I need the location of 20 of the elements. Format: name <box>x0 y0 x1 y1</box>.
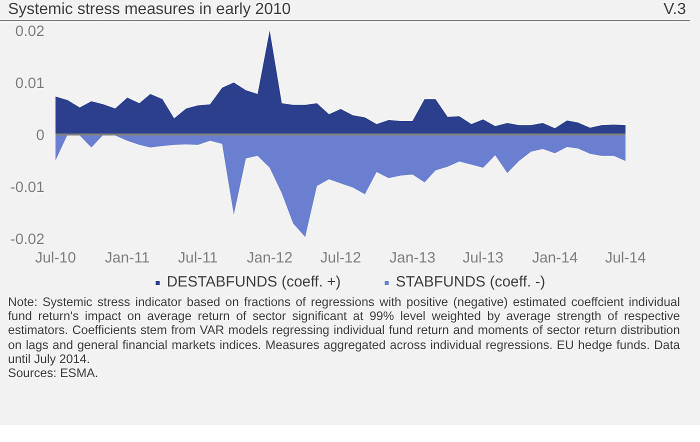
legend-label: DESTABFUNDS (coeff. +) <box>166 274 341 290</box>
y-tick-label: 0 <box>36 127 44 144</box>
text: Note: Systemic stress indicator based on fractions of regressions with positive (negative) estimated coeffcient individual fund return's impact on average return of sector significant at 99% level weighted by average strength of respective estimators. Coefficients stem from VAR models regressing individual fund return and moments of sector return distribution on lags and general financial markets indices. Measures aggregated across individual regressions. EU hedge funds. Data until July 2014. <box>8 295 680 366</box>
y-tick-label: 0.02 <box>15 23 45 40</box>
source-note: Sources: ESMA. <box>8 366 100 380</box>
y-tick-label: -0.01 <box>10 179 45 196</box>
chart-title: Systemic stress measures in early 2010 <box>8 0 291 20</box>
x-tick-label: Jan-12 <box>246 250 293 266</box>
y-tick-label: -0.02 <box>10 231 45 248</box>
legend-label: STABFUNDS (coeff. -) <box>396 274 546 290</box>
x-tick-label: Jan-11 <box>104 250 150 266</box>
x-tick-label: Jan-13 <box>390 250 436 266</box>
x-tick-label: Jan-14 <box>532 250 578 266</box>
text: V.3 <box>663 0 686 20</box>
x-tick-label: Jul-12 <box>320 250 362 266</box>
x-tick-label: Jul-10 <box>35 250 76 266</box>
x-tick-label: Jul-13 <box>462 250 504 266</box>
x-tick-label: Jul-11 <box>178 250 218 266</box>
x-tick-label: Jul-14 <box>605 250 646 266</box>
y-tick-label: 0.01 <box>15 75 45 92</box>
